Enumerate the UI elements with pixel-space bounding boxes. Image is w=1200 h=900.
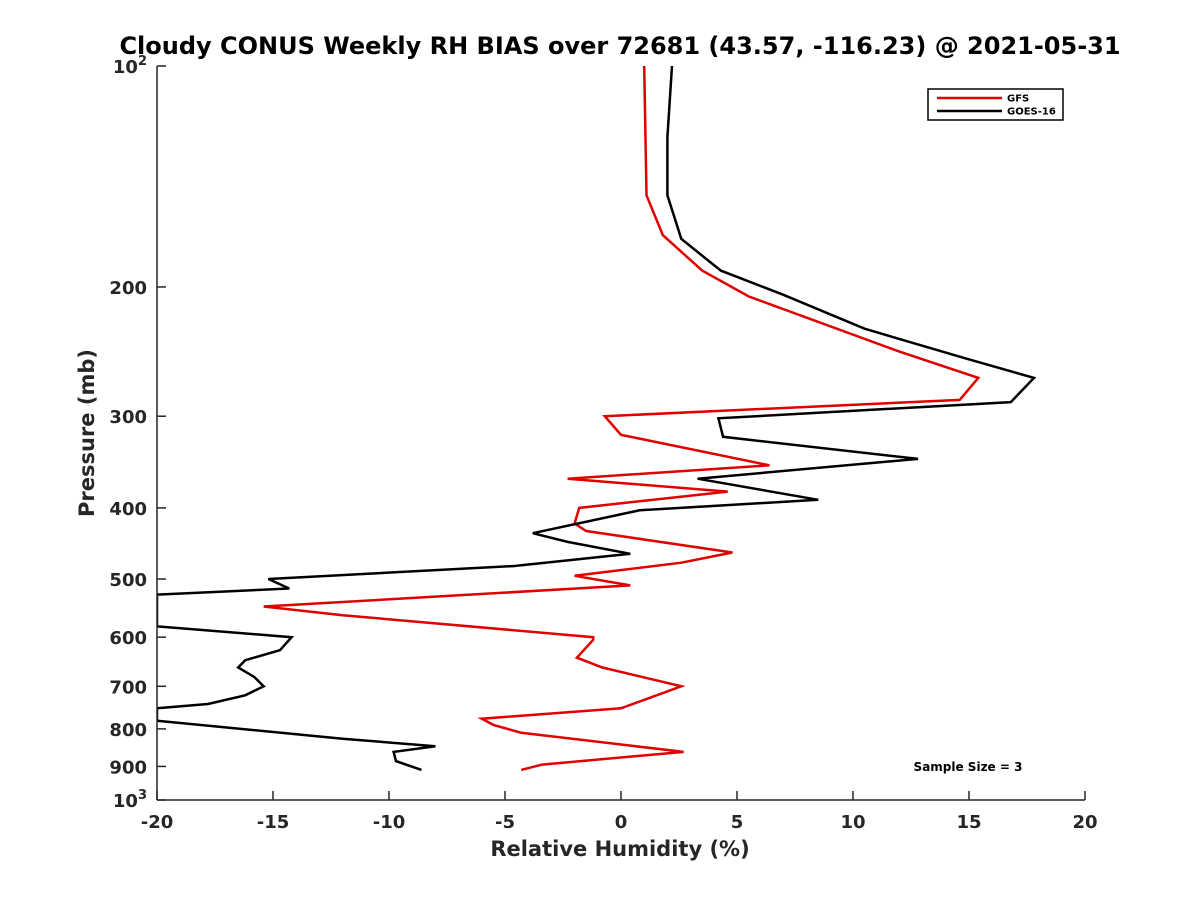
x-tick-label: 15 <box>956 812 981 833</box>
y-tick-label: 800 <box>109 720 147 741</box>
chart-title: Cloudy CONUS Weekly RH BIAS over 72681 (… <box>119 32 1120 60</box>
y-tick-label: 400 <box>109 499 147 520</box>
sample-size-annotation: Sample Size = 3 <box>914 760 1023 774</box>
x-tick-label: -20 <box>141 812 174 833</box>
x-axis-label: Relative Humidity (%) <box>490 837 749 861</box>
y-tick-label: 200 <box>109 278 147 299</box>
y-tick-label: 500 <box>109 570 147 591</box>
y-tick-label: 600 <box>109 628 147 649</box>
series-line-gfs <box>263 66 981 772</box>
series-line-goes16 <box>157 66 1037 772</box>
x-tick-label: -5 <box>495 812 515 833</box>
y-tick-label: 103 <box>113 788 147 812</box>
series-layer <box>157 66 1037 772</box>
legend-label-gfs: GFS <box>1007 94 1029 105</box>
y-tick-label: 300 <box>109 407 147 428</box>
x-tick-label: 10 <box>840 812 865 833</box>
y-tick-label: 700 <box>109 677 147 698</box>
x-tick-label: -10 <box>373 812 406 833</box>
x-tick-label: 20 <box>1072 812 1097 833</box>
x-tick-label: -15 <box>257 812 290 833</box>
x-tick-label: 0 <box>615 812 628 833</box>
axes-layer: -20 -15 -10 -5 0 5 10 15 20 102 200 300 400 500 600 700… <box>109 54 1097 833</box>
x-tick-label: 5 <box>731 812 744 833</box>
legend-box <box>927 88 1064 121</box>
y-tick-label: 102 <box>113 54 147 78</box>
legend-label-goes16: GOES-16 <box>1007 107 1056 118</box>
y-axis-label: Pressure (mb) <box>75 349 99 517</box>
legend: GFS GOES-16 <box>927 88 1064 121</box>
y-tick-label: 900 <box>109 757 147 778</box>
